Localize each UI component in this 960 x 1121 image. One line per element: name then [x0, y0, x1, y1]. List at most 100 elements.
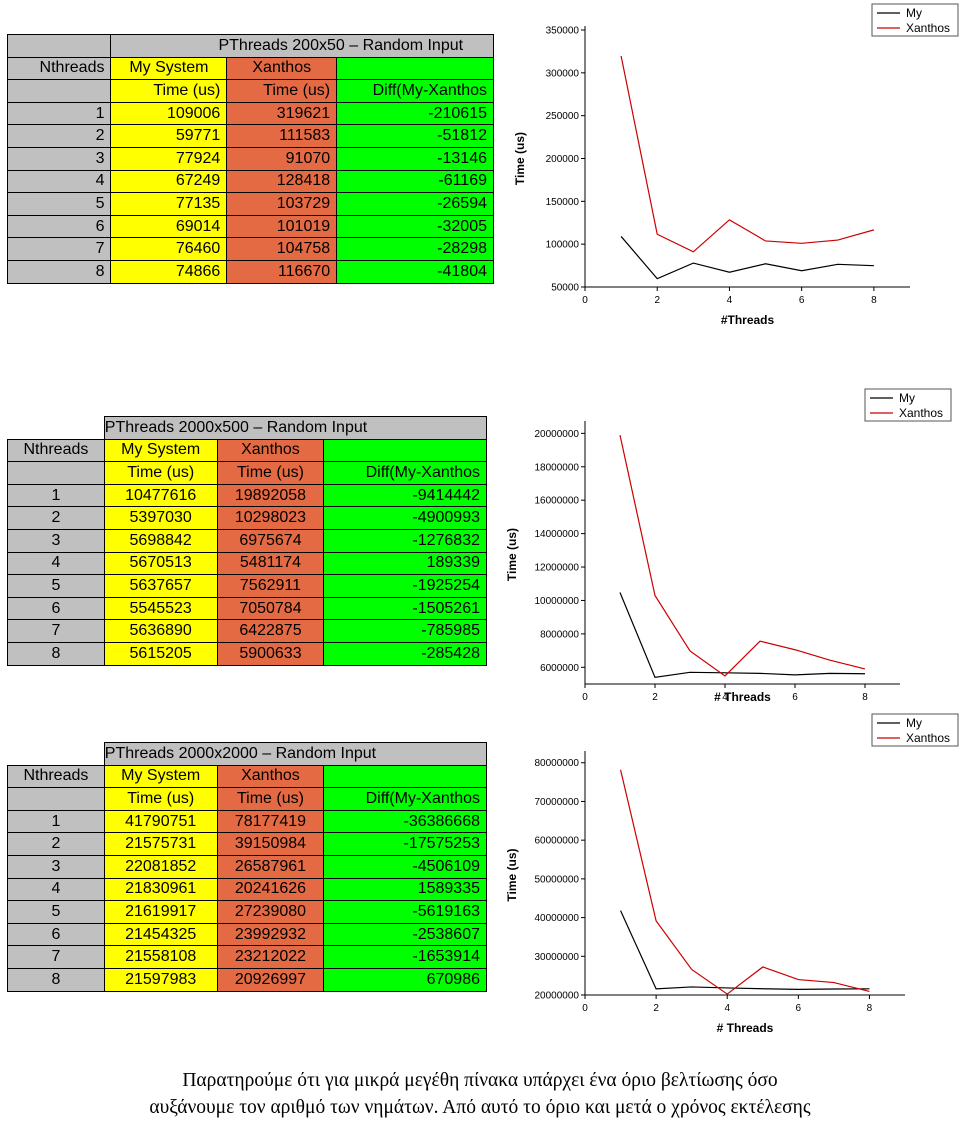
cell-my-time: 76460 — [110, 237, 228, 261]
paragraph-line-2: αυξάνουμε τον αριθμό των νημάτων. Από αυ… — [149, 1097, 811, 1118]
cell-xanthos-time: 23212022 — [216, 945, 325, 969]
results-table-2000x500: PThreads 2000x500 – Random Input Nthread… — [7, 416, 488, 666]
cell-xanthos-time: 78177419 — [216, 809, 325, 834]
table-row: 3 77924 91070 -13146 — [6, 146, 494, 171]
series-line-xanthos — [619, 769, 870, 995]
cell-xanthos-time: 104758 — [226, 237, 338, 261]
cell-xanthos-time: 5481174 — [216, 551, 325, 576]
x-tick-label: 4 — [722, 692, 728, 703]
x-tick-label: 4 — [724, 1003, 730, 1014]
y-axis-label: Time (us) — [505, 528, 519, 581]
y-tick-label: 12000000 — [535, 563, 580, 574]
legend-label: My — [906, 6, 922, 20]
cell-diff: -4900993 — [323, 506, 487, 530]
table-row: 4 21830961 20241626 1589335 — [7, 877, 487, 902]
cell-my-time: 21619917 — [103, 900, 218, 924]
subheader-diff: Diff(My-Xanthos — [336, 79, 494, 103]
cell-xanthos-time: 5900633 — [216, 641, 325, 666]
cell-my-time: 77924 — [110, 146, 228, 171]
cell-xanthos-time: 6975674 — [216, 528, 325, 553]
cell-my-time: 69014 — [110, 214, 228, 239]
cell-diff: -61169 — [336, 169, 494, 194]
cell-xanthos-time: 20241626 — [216, 877, 325, 902]
cell-my-time: 21597983 — [103, 967, 218, 992]
subheader-my-time: Time (us) — [110, 79, 228, 103]
y-tick-label: 30000000 — [535, 952, 580, 963]
table-row: 3 5698842 6975674 -1276832 — [7, 528, 487, 553]
header-xanthos: Xanthos — [216, 438, 325, 463]
cell-diff: -9414442 — [323, 483, 487, 508]
cell-nthreads: 8 — [6, 259, 112, 284]
x-tick-label: 6 — [799, 295, 805, 306]
table-row: 7 21558108 23212022 -1653914 — [7, 945, 487, 969]
cell-xanthos-time: 23992932 — [216, 922, 325, 947]
cell-xanthos-time: 26587961 — [216, 854, 325, 879]
table-row: 6 69014 101019 -32005 — [6, 214, 494, 239]
cell-diff: 189339 — [323, 551, 487, 576]
cell-diff: -28298 — [336, 237, 494, 261]
cell-my-time: 5636890 — [103, 619, 218, 643]
cell-xanthos-time: 101019 — [226, 214, 338, 239]
cell-nthreads: 6 — [7, 922, 105, 947]
x-tick-label: 8 — [871, 295, 877, 306]
cell-my-time: 21454325 — [103, 922, 218, 947]
legend-label: My — [906, 716, 922, 730]
cell-my-time: 5698842 — [103, 528, 218, 553]
cell-xanthos-time: 19892058 — [216, 483, 325, 508]
cell-nthreads: 5 — [7, 900, 105, 924]
cell-diff: -210615 — [336, 101, 494, 126]
x-tick-label: 8 — [862, 692, 868, 703]
subheader-diff: Diff(My-Xanthos — [323, 787, 487, 811]
cell-diff: -4506109 — [323, 854, 487, 879]
x-axis-label: # Threads — [717, 1021, 774, 1035]
cell-my-time: 21830961 — [103, 877, 218, 902]
cell-my-time: 74866 — [110, 259, 228, 284]
y-tick-label: 80000000 — [535, 758, 580, 769]
cell-xanthos-time: 319621 — [226, 101, 338, 126]
results-table-2000x2000: PThreads 2000x2000 – Random Input Nthrea… — [7, 742, 488, 992]
cell-xanthos-time: 116670 — [226, 259, 338, 284]
y-tick-label: 14000000 — [535, 529, 580, 540]
cell-nthreads: 1 — [7, 483, 105, 508]
table-row: 5 21619917 27239080 -5619163 — [7, 900, 487, 924]
legend-box — [864, 388, 952, 422]
table-row: 4 5670513 5481174 189339 — [7, 551, 487, 576]
table-row: 8 5615205 5900633 -285428 — [7, 641, 487, 666]
cell-my-time: 109006 — [110, 101, 228, 126]
cell-my-time: 10477616 — [103, 483, 218, 508]
cell-nthreads: 8 — [7, 967, 105, 992]
cell-nthreads: 4 — [6, 169, 112, 194]
header-nthreads: Nthreads — [7, 438, 105, 463]
cell-diff: -1276832 — [323, 528, 487, 553]
cell-diff: -26594 — [336, 192, 494, 216]
subheader-my-time: Time (us) — [103, 461, 218, 485]
subheader-xanthos-time: Time (us) — [216, 787, 325, 811]
cell-xanthos-time: 10298023 — [216, 506, 325, 530]
y-tick-label: 60000000 — [535, 836, 580, 847]
table-row: 5 77135 103729 -26594 — [6, 192, 494, 216]
table-row: 8 21597983 20926997 670986 — [7, 967, 487, 992]
cell-my-time: 21558108 — [103, 945, 218, 969]
cell-xanthos-time: 6422875 — [216, 619, 325, 643]
cell-diff: -1505261 — [323, 596, 487, 621]
cell-nthreads: 7 — [6, 237, 112, 261]
cell-nthreads: 6 — [6, 214, 112, 239]
table-row: 2 21575731 39150984 -17575253 — [7, 832, 487, 856]
y-tick-label: 6000000 — [540, 663, 579, 674]
x-tick-label: 8 — [867, 1003, 873, 1014]
x-tick-label: 0 — [582, 692, 588, 703]
cell-nthreads: 3 — [6, 146, 112, 171]
y-tick-label: 300000 — [546, 68, 580, 79]
header-my-system: My System — [110, 56, 228, 81]
paragraph-line-1: Παρατηρούμε ότι για μικρά μεγέθη πίνακα … — [182, 1070, 778, 1091]
x-axis-label: # Threads — [714, 690, 771, 704]
cell-nthreads: 7 — [7, 619, 105, 643]
subheader-diff: Diff(My-Xanthos — [323, 461, 487, 485]
cell-diff: -13146 — [336, 146, 494, 171]
cell-diff: 1589335 — [323, 877, 487, 902]
cell-xanthos-time: 27239080 — [216, 900, 325, 924]
y-tick-label: 20000000 — [535, 429, 580, 440]
cell-my-time: 21575731 — [103, 832, 218, 856]
cell-my-time: 67249 — [110, 169, 228, 194]
chart-2000x500: 6000000 8000000 10000000 12000000 14000000 16… — [505, 388, 952, 704]
